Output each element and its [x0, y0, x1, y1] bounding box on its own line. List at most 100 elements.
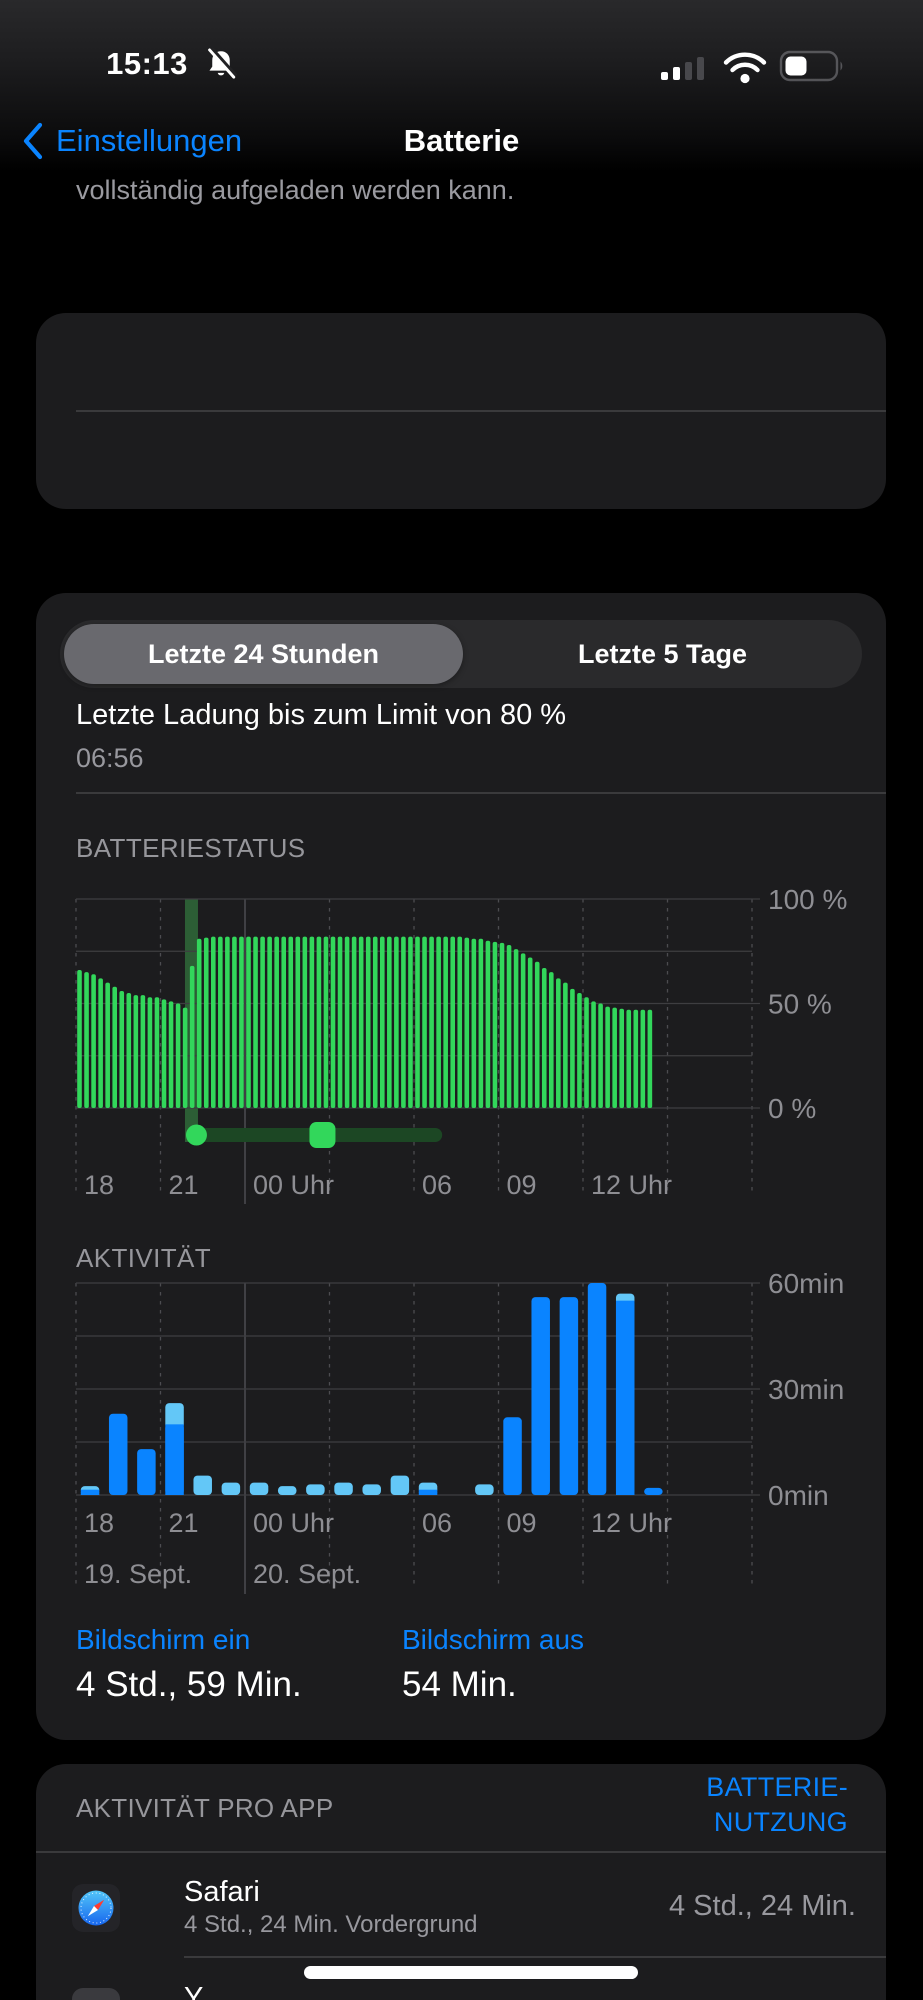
- battery-level-bar: [640, 1009, 646, 1108]
- battery-level-bar: [288, 936, 294, 1108]
- battery-level-bar: [633, 1009, 639, 1108]
- battery-level-bar: [344, 936, 350, 1108]
- per-app-activity-card: [36, 1764, 886, 2000]
- battery-level-bar: [372, 936, 378, 1108]
- svg-text:0 %: 0 %: [768, 1093, 816, 1124]
- battery-usage-toggle-line2: NUTZUNG: [713, 1807, 848, 1837]
- svg-text:00 Uhr: 00 Uhr: [253, 1508, 334, 1538]
- battery-level-bar: [527, 957, 533, 1108]
- svg-text:20. Sept.: 20. Sept.: [253, 1559, 361, 1589]
- svg-text:21: 21: [169, 1170, 199, 1200]
- battery-level-bar: [365, 936, 371, 1108]
- svg-text:09: 09: [507, 1508, 537, 1538]
- battery-level-bar: [281, 936, 287, 1108]
- battery-level-bar: [485, 940, 491, 1108]
- notifications-silenced-icon: [208, 47, 238, 79]
- app-foreground-time: 4 Std., 24 Min. Vordergrund: [184, 1911, 478, 1938]
- battery-level-bar: [598, 1003, 603, 1108]
- battery-level-bar: [506, 944, 512, 1108]
- svg-text:19. Sept.: 19. Sept.: [84, 1559, 192, 1589]
- screen-off-bar: [193, 1475, 212, 1495]
- svg-text:60min: 60min: [768, 1268, 844, 1299]
- segment-last-24-hours[interactable]: Letzte 24 Stunden: [147, 639, 380, 669]
- battery-level-bar: [260, 936, 265, 1108]
- battery-level-bar: [626, 1009, 632, 1108]
- wifi-icon: [723, 52, 767, 84]
- battery-level-bar: [203, 937, 209, 1108]
- segment-selected-pill: [64, 624, 463, 684]
- home-indicator[interactable]: [304, 1966, 638, 1979]
- battery-level-bar: [140, 995, 146, 1108]
- screen-on-bar: [137, 1449, 156, 1495]
- battery-status-chart[interactable]: 100 % 50 % 0 % 18 21 00 Uhr 06 09 12 Uhr: [75, 884, 847, 1204]
- screen-on-bar: [587, 1283, 607, 1495]
- next-app-icon-partial: [72, 1988, 120, 2000]
- screen-on-bar: [644, 1487, 663, 1495]
- battery-level-bar: [302, 936, 308, 1108]
- battery-usage-card: [36, 593, 886, 1740]
- back-button[interactable]: Einstellungen: [56, 123, 243, 158]
- row-divider: [184, 1956, 886, 1958]
- battery-usage-toggle-line1: BATTERIE-: [706, 1772, 848, 1802]
- svg-text:06: 06: [422, 1170, 452, 1200]
- screen-on-bar: [531, 1297, 550, 1495]
- page-title: Batterie: [403, 123, 520, 158]
- screen-on-label: Bildschirm ein: [76, 1624, 251, 1655]
- battery-level-bar: [175, 1003, 181, 1108]
- screen-off-bar: [249, 1482, 269, 1495]
- battery-level-bar: [232, 936, 237, 1108]
- back-chevron-icon[interactable]: [22, 122, 44, 160]
- svg-text:06: 06: [422, 1508, 452, 1538]
- battery-level-bar: [323, 936, 329, 1108]
- segment-last-5-days[interactable]: Letzte 5 Tage: [577, 639, 748, 669]
- battery-level-bar: [161, 999, 167, 1108]
- header-divider: [36, 1851, 886, 1853]
- svg-text:21: 21: [169, 1508, 199, 1538]
- battery-level-bar: [154, 997, 160, 1108]
- battery-level-bar: [274, 936, 279, 1108]
- battery-level-bar: [77, 970, 82, 1108]
- activity-chart[interactable]: 60min 30min 0min 18 21 00 Uhr 06 09 12 Uhr 19. Se…: [75, 1268, 844, 1594]
- screen-off-bar: [221, 1482, 241, 1495]
- screen-on-bar: [615, 1300, 635, 1495]
- screen-on-bar: [503, 1417, 522, 1495]
- battery-info-note: vollständig aufgeladen werden kann.: [76, 175, 515, 205]
- battery-level-bar: [457, 936, 463, 1108]
- battery-level-bar: [379, 936, 385, 1108]
- cellular-signal-icon: [661, 57, 704, 80]
- screen-off-label: Bildschirm aus: [402, 1624, 585, 1655]
- battery-level-bar: [267, 936, 272, 1108]
- battery-level-bar: [464, 937, 470, 1108]
- battery-level-bar: [239, 936, 244, 1108]
- screen-on-bar: [108, 1413, 128, 1495]
- activity-chart-title: AKTIVITÄT: [76, 1243, 212, 1273]
- svg-text:09: 09: [507, 1170, 537, 1200]
- charge-session-knob[interactable]: [309, 1122, 336, 1148]
- screen-on-bar: [418, 1489, 438, 1495]
- battery-usage-toggle[interactable]: BATTERIE- NUTZUNG: [706, 1770, 848, 1840]
- battery-level-bar: [541, 967, 547, 1108]
- nav-bar-background: [0, 0, 923, 172]
- battery-level-bar: [422, 936, 427, 1108]
- battery-level-bar: [556, 978, 561, 1108]
- svg-text:00 Uhr: 00 Uhr: [253, 1170, 334, 1200]
- battery-level-bar: [133, 995, 139, 1108]
- battery-level-bar: [182, 1007, 188, 1108]
- battery-level-bar: [605, 1006, 610, 1108]
- battery-level-bar: [168, 1001, 174, 1108]
- screen-on-bar: [80, 1489, 100, 1495]
- screen-off-bar: [277, 1486, 297, 1495]
- battery-level-bar: [394, 936, 399, 1108]
- battery-level-bar: [337, 936, 343, 1108]
- battery-level-bar: [450, 936, 456, 1108]
- battery-level-bar: [471, 938, 477, 1108]
- app-total-time: 4 Std., 24 Min.: [669, 1890, 856, 1922]
- app-row-safari[interactable]: Safari 4 Std., 24 Min. Vordergrund 4 Std…: [36, 1852, 886, 1956]
- battery-level-bar: [295, 936, 301, 1108]
- last-charge-time: 06:56: [76, 743, 144, 773]
- battery-level-bar: [119, 990, 125, 1108]
- battery-level-bar: [548, 972, 554, 1108]
- last-charge-title: Letzte Ladung bis zum Limit von 80 %: [76, 699, 567, 731]
- battery-level-bar: [591, 1001, 596, 1108]
